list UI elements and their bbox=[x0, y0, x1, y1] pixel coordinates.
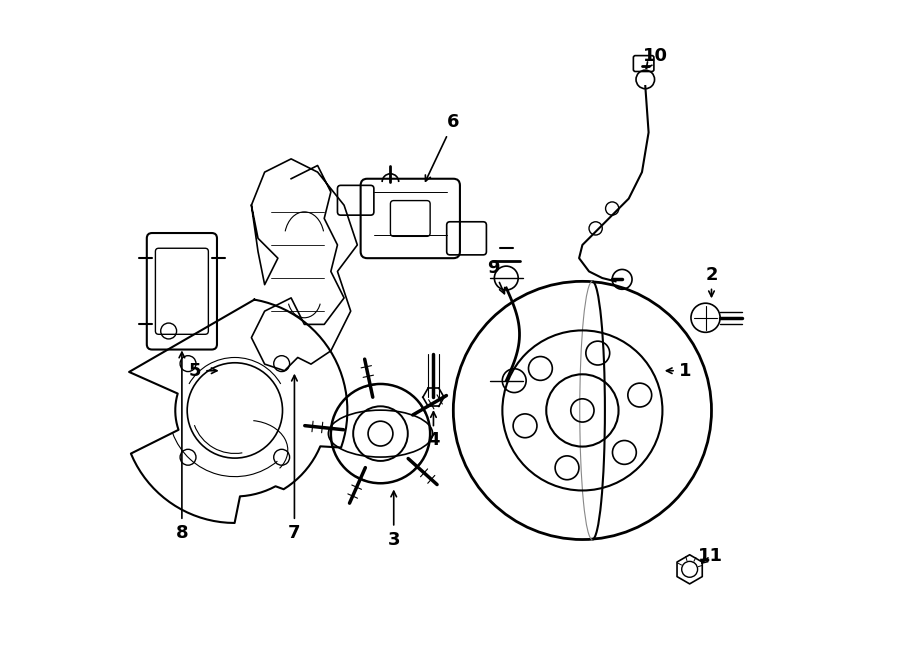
Text: 10: 10 bbox=[643, 47, 668, 68]
Text: 7: 7 bbox=[288, 375, 301, 542]
Text: 1: 1 bbox=[667, 361, 691, 380]
Text: 6: 6 bbox=[426, 113, 460, 181]
Text: 11: 11 bbox=[698, 547, 723, 565]
Text: 3: 3 bbox=[388, 491, 400, 549]
Text: 5: 5 bbox=[189, 361, 217, 380]
Text: 9: 9 bbox=[487, 259, 505, 294]
Text: 2: 2 bbox=[706, 265, 717, 297]
Text: 4: 4 bbox=[428, 412, 440, 449]
Text: 8: 8 bbox=[176, 352, 188, 542]
